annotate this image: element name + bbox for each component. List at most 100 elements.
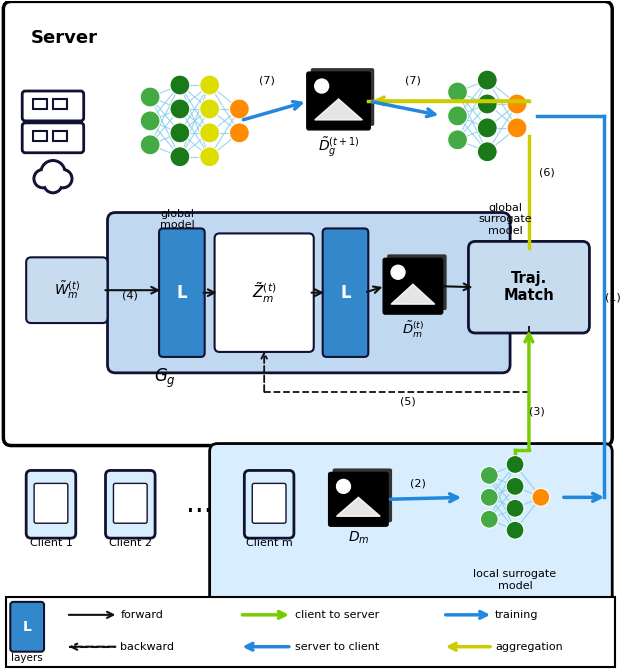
Circle shape [507,94,527,114]
Circle shape [391,265,405,280]
Circle shape [477,94,497,114]
Text: backward: backward [120,642,174,652]
Circle shape [314,79,329,93]
Text: Client 2: Client 2 [109,538,152,548]
FancyBboxPatch shape [387,254,447,310]
FancyBboxPatch shape [252,483,286,523]
Circle shape [170,123,190,143]
Circle shape [477,70,497,90]
FancyBboxPatch shape [307,72,370,130]
FancyBboxPatch shape [311,68,374,126]
Text: aggregation: aggregation [495,642,563,652]
Text: (2): (2) [410,478,426,489]
FancyBboxPatch shape [6,597,615,667]
FancyBboxPatch shape [329,472,388,526]
Bar [53,131,67,141]
Text: (5): (5) [400,396,416,407]
Circle shape [200,99,220,119]
Text: $\tilde{D}_m^{(t)}$: $\tilde{D}_m^{(t)}$ [402,320,424,340]
Text: (1): (1) [605,292,621,302]
Text: global
surrogate
model: global surrogate model [479,202,532,236]
FancyBboxPatch shape [210,444,612,619]
Circle shape [480,489,498,506]
Circle shape [43,173,63,194]
Circle shape [40,160,66,185]
FancyBboxPatch shape [245,470,294,538]
Text: training: training [495,610,539,620]
Circle shape [506,477,524,495]
Circle shape [200,146,220,167]
Text: L: L [340,284,351,302]
FancyBboxPatch shape [11,602,44,652]
FancyBboxPatch shape [3,1,612,446]
Circle shape [447,106,467,126]
Text: Client m: Client m [246,538,293,548]
Circle shape [480,466,498,485]
Text: $D_m$: $D_m$ [348,529,369,546]
Polygon shape [391,284,435,304]
FancyBboxPatch shape [26,257,107,323]
Text: layers: layers [11,653,43,663]
Circle shape [140,87,160,107]
Circle shape [447,130,467,150]
FancyBboxPatch shape [22,91,84,121]
Text: $\tilde{D}_g^{(t+1)}$: $\tilde{D}_g^{(t+1)}$ [318,136,359,159]
FancyBboxPatch shape [383,258,442,314]
FancyBboxPatch shape [215,233,314,352]
FancyBboxPatch shape [34,483,68,523]
FancyBboxPatch shape [333,468,392,522]
Circle shape [506,521,524,539]
Text: $G_g$: $G_g$ [154,367,176,390]
Circle shape [230,99,250,119]
Text: (3): (3) [529,407,545,417]
FancyBboxPatch shape [159,228,205,357]
Text: Traj.
Match: Traj. Match [504,271,554,303]
FancyBboxPatch shape [107,212,510,373]
Circle shape [200,75,220,95]
FancyBboxPatch shape [114,483,147,523]
Text: global
model: global model [160,208,194,230]
Circle shape [170,99,190,119]
Circle shape [170,146,190,167]
Circle shape [477,142,497,162]
Circle shape [336,479,351,493]
Text: (4): (4) [122,290,139,300]
Polygon shape [336,497,380,516]
Text: $\tilde{Z}_m^{(t)}$: $\tilde{Z}_m^{(t)}$ [252,280,276,305]
Bar [33,99,47,109]
Circle shape [46,177,60,191]
Polygon shape [314,99,363,120]
Circle shape [56,171,70,185]
Circle shape [480,510,498,528]
Circle shape [36,171,50,185]
Circle shape [532,489,550,506]
FancyBboxPatch shape [323,228,368,357]
Circle shape [477,118,497,138]
FancyBboxPatch shape [22,123,84,153]
Circle shape [33,169,53,189]
FancyBboxPatch shape [469,241,590,333]
Circle shape [506,499,524,517]
Text: Client 1: Client 1 [29,538,72,548]
Circle shape [230,123,250,143]
Circle shape [506,456,524,474]
Circle shape [140,135,160,155]
Text: L: L [177,284,187,302]
Circle shape [200,123,220,143]
Circle shape [447,82,467,102]
Bar [53,99,67,109]
Text: L: L [22,620,32,634]
Bar [33,131,47,141]
Circle shape [53,169,73,189]
Text: client to server: client to server [295,610,379,620]
Circle shape [43,163,63,183]
FancyBboxPatch shape [105,470,155,538]
Text: server to client: server to client [295,642,379,652]
Text: $\tilde{W}_m^{(t)}$: $\tilde{W}_m^{(t)}$ [54,280,80,301]
Text: Server: Server [31,30,98,47]
Circle shape [140,111,160,131]
Circle shape [507,118,527,138]
Text: local surrogate
model: local surrogate model [474,569,557,591]
Text: (7): (7) [259,75,275,85]
Text: (6): (6) [539,168,555,177]
